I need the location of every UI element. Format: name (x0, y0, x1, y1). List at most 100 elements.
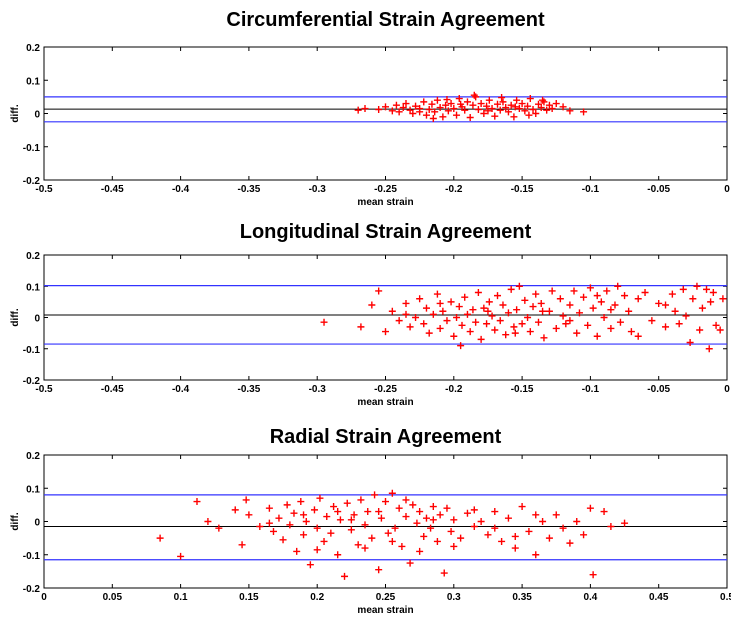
chart-title: Longitudinal Strain Agreement (240, 221, 532, 243)
data-point (399, 104, 407, 112)
data-point (504, 514, 512, 522)
data-point (177, 552, 185, 560)
data-point (443, 317, 451, 325)
data-point (297, 498, 305, 506)
data-point (416, 547, 424, 555)
data-point (510, 113, 518, 121)
data-point (532, 110, 540, 117)
data-point (361, 521, 369, 529)
data-point (440, 569, 448, 577)
data-point (375, 287, 383, 295)
data-point (477, 335, 485, 343)
data-point (422, 304, 430, 312)
data-point (354, 106, 362, 114)
x-tick-label: 0.45 (649, 592, 669, 603)
x-tick-label: 0.1 (174, 592, 188, 603)
y-axis-label: diff. (10, 512, 21, 531)
data-point (556, 295, 564, 303)
data-point (504, 108, 512, 116)
data-point (455, 303, 463, 311)
data-point (463, 509, 471, 517)
data-point (607, 522, 615, 530)
data-point (457, 100, 465, 108)
data-point (539, 307, 547, 315)
data-point (436, 104, 444, 112)
data-point (269, 527, 277, 535)
x-tick-label: -0.35 (238, 184, 261, 195)
data-point (375, 106, 383, 114)
data-point (388, 489, 396, 497)
data-point (425, 329, 433, 337)
data-point (529, 303, 537, 311)
y-tick-label: -0.1 (23, 345, 41, 356)
data-point (532, 511, 540, 519)
data-point (504, 309, 512, 317)
data-point (447, 100, 455, 108)
data-point (286, 521, 294, 529)
data-point (375, 566, 383, 574)
data-point (347, 526, 355, 534)
x-tick-label: -0.3 (309, 184, 327, 195)
data-point (402, 299, 410, 307)
data-point (627, 328, 635, 336)
data-point (580, 531, 588, 539)
data-point (552, 511, 560, 519)
data-point (327, 529, 335, 537)
data-point (511, 329, 519, 337)
plot-area (43, 454, 728, 589)
data-point (537, 104, 545, 112)
data-point (256, 522, 264, 530)
data-point (361, 105, 369, 113)
x-tick-label: 0.5 (720, 592, 731, 603)
data-point (395, 108, 403, 116)
data-point (621, 519, 629, 527)
data-point (469, 306, 477, 314)
data-point (480, 110, 488, 117)
data-point (593, 332, 601, 340)
data-point (712, 321, 720, 329)
data-point (543, 106, 551, 114)
data-point (575, 309, 583, 317)
data-point (510, 323, 518, 331)
data-point (485, 298, 493, 306)
data-point (402, 513, 410, 521)
data-point (463, 98, 471, 106)
data-point (420, 320, 428, 328)
data-point (621, 292, 629, 300)
y-tick-label: 0.1 (26, 484, 40, 495)
data-point (302, 518, 310, 525)
y-axis-label: diff. (10, 308, 21, 327)
y-tick-label: -0.2 (23, 584, 41, 595)
x-tick-label: -0.4 (172, 184, 190, 195)
data-point (515, 282, 523, 290)
data-point (364, 508, 372, 516)
data-point (524, 314, 532, 321)
data-point (707, 298, 715, 306)
data-point (330, 503, 338, 511)
data-point (300, 531, 308, 539)
data-point (675, 320, 683, 328)
data-point (412, 102, 420, 110)
data-point (422, 111, 430, 119)
data-point (316, 494, 324, 502)
data-point (485, 96, 493, 104)
data-point (593, 292, 601, 300)
data-point (416, 108, 424, 116)
data-point (719, 295, 727, 303)
data-point (483, 102, 491, 110)
data-point (279, 536, 287, 544)
data-point (600, 508, 608, 516)
data-point (548, 105, 556, 113)
data-point (689, 295, 697, 303)
data-point (323, 513, 331, 521)
data-point (402, 100, 410, 108)
data-point (534, 318, 542, 326)
x-axis-label: mean strain (357, 605, 413, 616)
data-point (716, 326, 724, 334)
data-point (597, 298, 605, 306)
y-tick-label: -0.1 (23, 143, 41, 154)
data-point (193, 498, 201, 506)
x-tick-label: -0.15 (511, 384, 534, 395)
data-point (584, 321, 592, 329)
x-tick-label: -0.05 (647, 184, 670, 195)
